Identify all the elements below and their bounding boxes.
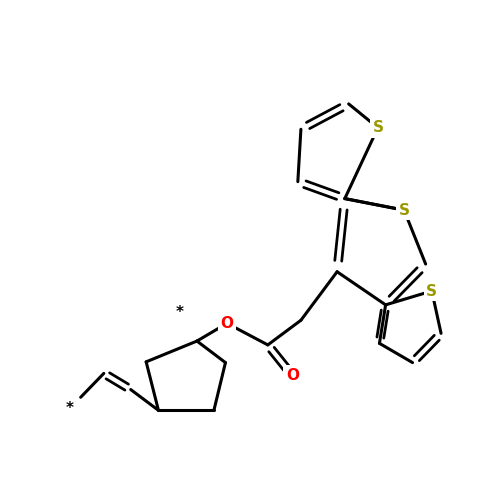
Text: *: *: [66, 400, 74, 415]
Text: *: *: [176, 305, 183, 320]
Text: O: O: [286, 368, 299, 383]
Text: S: S: [372, 120, 384, 136]
Text: S: S: [426, 284, 438, 298]
Text: S: S: [398, 202, 409, 218]
Text: O: O: [220, 316, 234, 331]
